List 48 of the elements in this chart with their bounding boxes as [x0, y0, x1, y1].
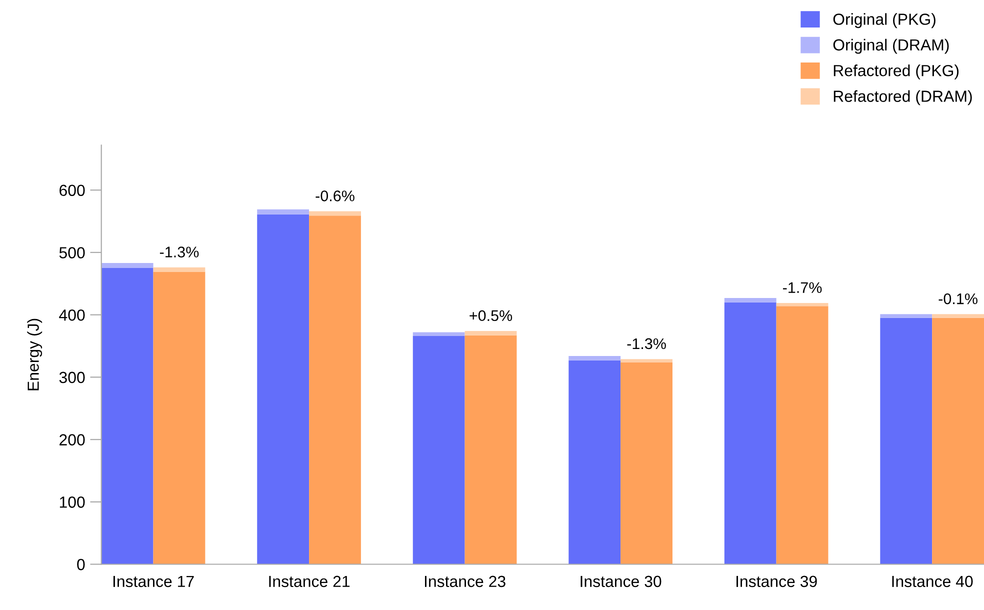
y-tick-label: 200 [60, 434, 85, 446]
bar [724, 298, 776, 302]
bar [153, 267, 206, 272]
bar [153, 272, 206, 564]
bar [568, 360, 621, 564]
bar [101, 268, 154, 564]
bar [724, 302, 776, 564]
annotation: -0.1% [938, 293, 978, 304]
annotation: -1.3% [627, 338, 666, 350]
annotation: -1.7% [783, 282, 822, 293]
annotation: +0.5% [470, 310, 512, 322]
legend-label: Refactored (PKG) [834, 64, 959, 80]
x-tick-label: Instance 23 [424, 576, 506, 588]
bar [880, 318, 932, 564]
legend-label: Original (DRAM) [833, 38, 949, 54]
y-tick-label: 0 [77, 558, 85, 570]
legend-label: Original (PKG) [833, 13, 936, 28]
y-axis-title: Energy (J) [27, 318, 42, 390]
bar [464, 331, 517, 336]
bar [620, 359, 672, 362]
bar [464, 335, 517, 564]
bar [309, 216, 361, 564]
bar [568, 356, 621, 360]
bar [932, 314, 984, 318]
y-tick-label: 500 [59, 247, 85, 258]
x-tick-label: Instance 39 [736, 576, 817, 588]
y-tick-label: 400 [59, 309, 85, 321]
bar [776, 306, 828, 564]
annotation: -1.3% [160, 246, 199, 258]
annotation: -0.6% [316, 190, 354, 202]
bar [257, 214, 310, 564]
bar [257, 209, 310, 214]
y-tick-label: 100 [60, 496, 85, 508]
y-tick-label: 300 [59, 372, 85, 384]
bar [412, 336, 465, 564]
bar [880, 314, 932, 318]
x-tick-label: Instance 17 [113, 576, 194, 588]
x-tick-label: Instance 21 [269, 576, 350, 588]
bar [309, 211, 361, 216]
y-tick-label: 600 [60, 184, 85, 196]
bar [776, 302, 828, 306]
x-tick-label: Instance 40 [892, 576, 973, 588]
bar [620, 362, 672, 564]
bar [412, 332, 465, 336]
x-tick-label: Instance 30 [580, 576, 662, 588]
bar [101, 263, 154, 268]
legend-label: Refactored (DRAM) [834, 90, 972, 106]
bar [932, 318, 984, 564]
